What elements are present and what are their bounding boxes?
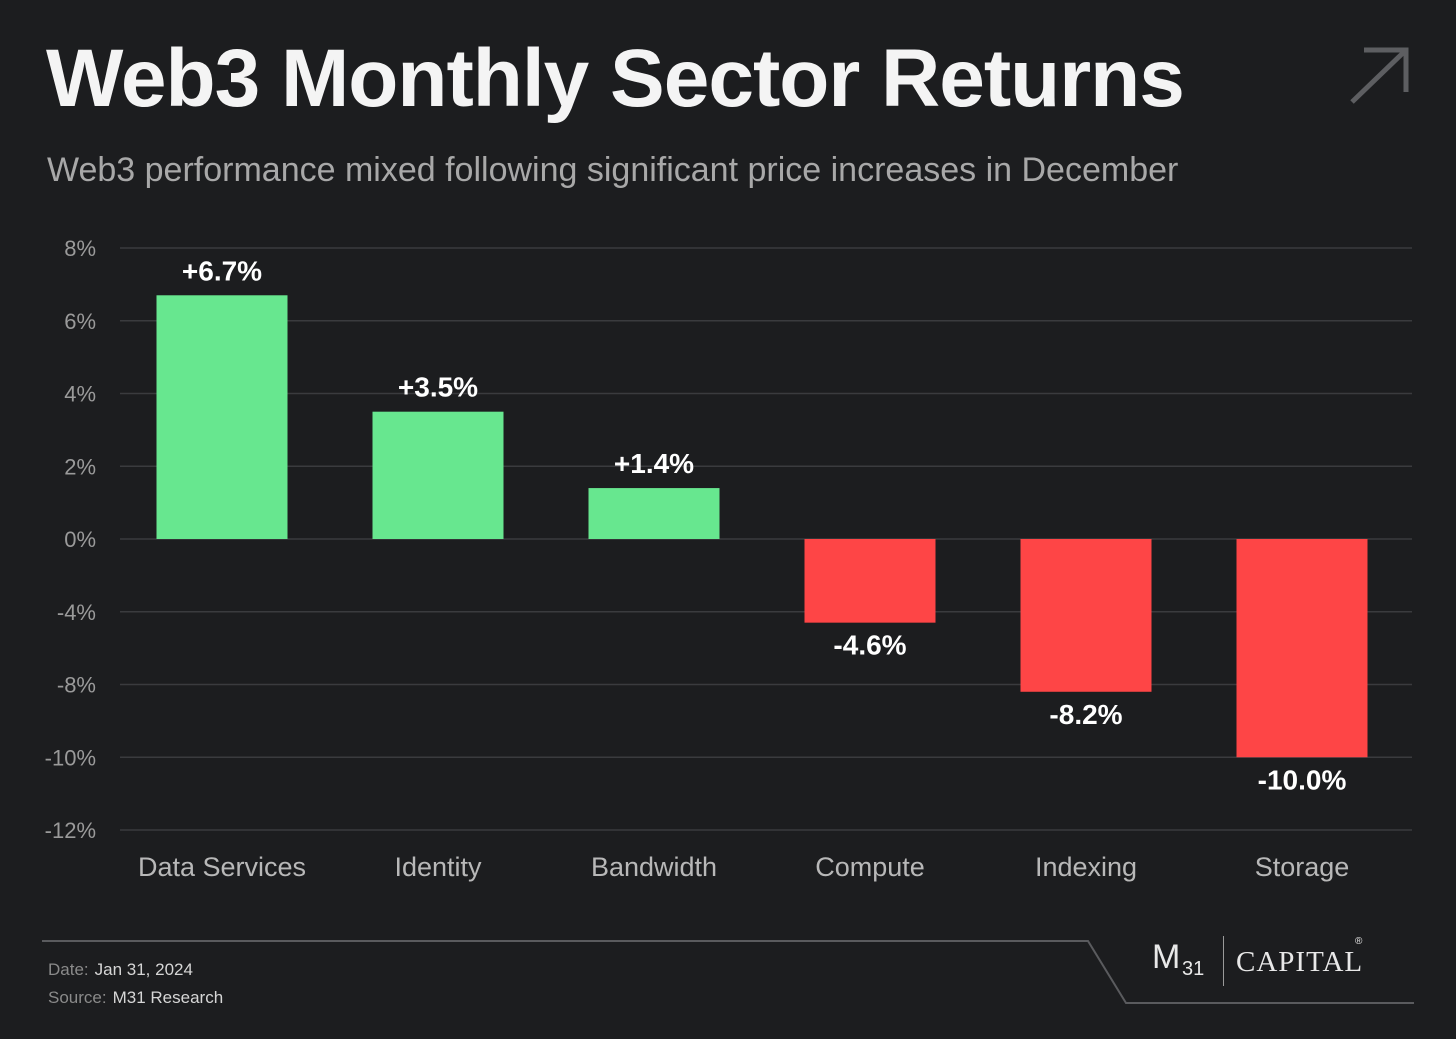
y-tick-label: 6%	[64, 309, 96, 334]
bar	[372, 411, 504, 539]
date-value: Jan 31, 2024	[94, 960, 193, 979]
y-tick-label: 0%	[64, 527, 96, 552]
chart-title: Web3 Monthly Sector Returns	[46, 33, 1185, 124]
logo-registered-mark: ®	[1355, 936, 1363, 947]
y-tick-label: -10%	[45, 745, 96, 770]
data-label: +1.4%	[614, 448, 694, 479]
data-label: -4.6%	[833, 630, 906, 661]
bar	[1236, 539, 1368, 758]
y-tick-label: -8%	[57, 673, 96, 698]
data-label: +6.7%	[182, 255, 262, 286]
bar	[156, 295, 288, 539]
y-tick-label: 8%	[64, 236, 96, 261]
brand-logo: M 31 CAPITAL ®	[1152, 936, 1367, 988]
source-value: M31 Research	[112, 988, 224, 1007]
x-tick-label: Identity	[394, 852, 482, 882]
data-label: -8.2%	[1049, 699, 1122, 730]
footer-source: Source: M31 Research	[48, 988, 223, 1008]
data-label: -10.0%	[1258, 764, 1347, 795]
logo-m: M	[1152, 938, 1181, 976]
y-tick-label: -4%	[57, 600, 96, 625]
data-label: +3.5%	[398, 372, 478, 403]
arrow-up-right-icon	[1350, 47, 1409, 104]
y-tick-label: -12%	[45, 818, 96, 843]
logo-31: 31	[1182, 958, 1205, 980]
footer-date: Date: Jan 31, 2024	[48, 960, 193, 980]
bar	[804, 539, 936, 623]
x-tick-label: Storage	[1255, 852, 1350, 882]
bar	[588, 488, 720, 539]
logo-divider	[1223, 936, 1224, 986]
logo-capital: CAPITAL	[1236, 946, 1364, 978]
y-tick-label: 4%	[64, 382, 96, 407]
chart-subtitle: Web3 performance mixed following signifi…	[47, 151, 1179, 189]
bar	[1020, 539, 1152, 692]
source-label: Source:	[48, 988, 107, 1007]
y-tick-label: 2%	[64, 454, 96, 479]
date-label: Date:	[48, 960, 89, 979]
x-tick-label: Compute	[815, 852, 925, 882]
x-tick-label: Bandwidth	[591, 852, 717, 882]
x-tick-label: Indexing	[1035, 852, 1137, 882]
x-tick-label: Data Services	[138, 852, 306, 882]
